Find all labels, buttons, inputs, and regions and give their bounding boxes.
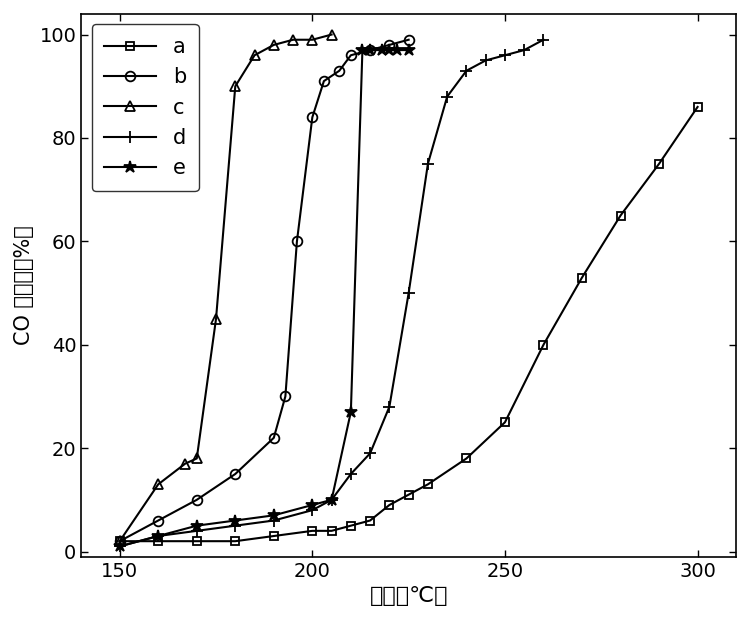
X-axis label: 温度（℃）: 温度（℃） [370,586,448,606]
Legend: a, b, c, d, e: a, b, c, d, e [92,24,199,191]
Y-axis label: CO 转化率（%）: CO 转化率（%） [14,226,34,345]
